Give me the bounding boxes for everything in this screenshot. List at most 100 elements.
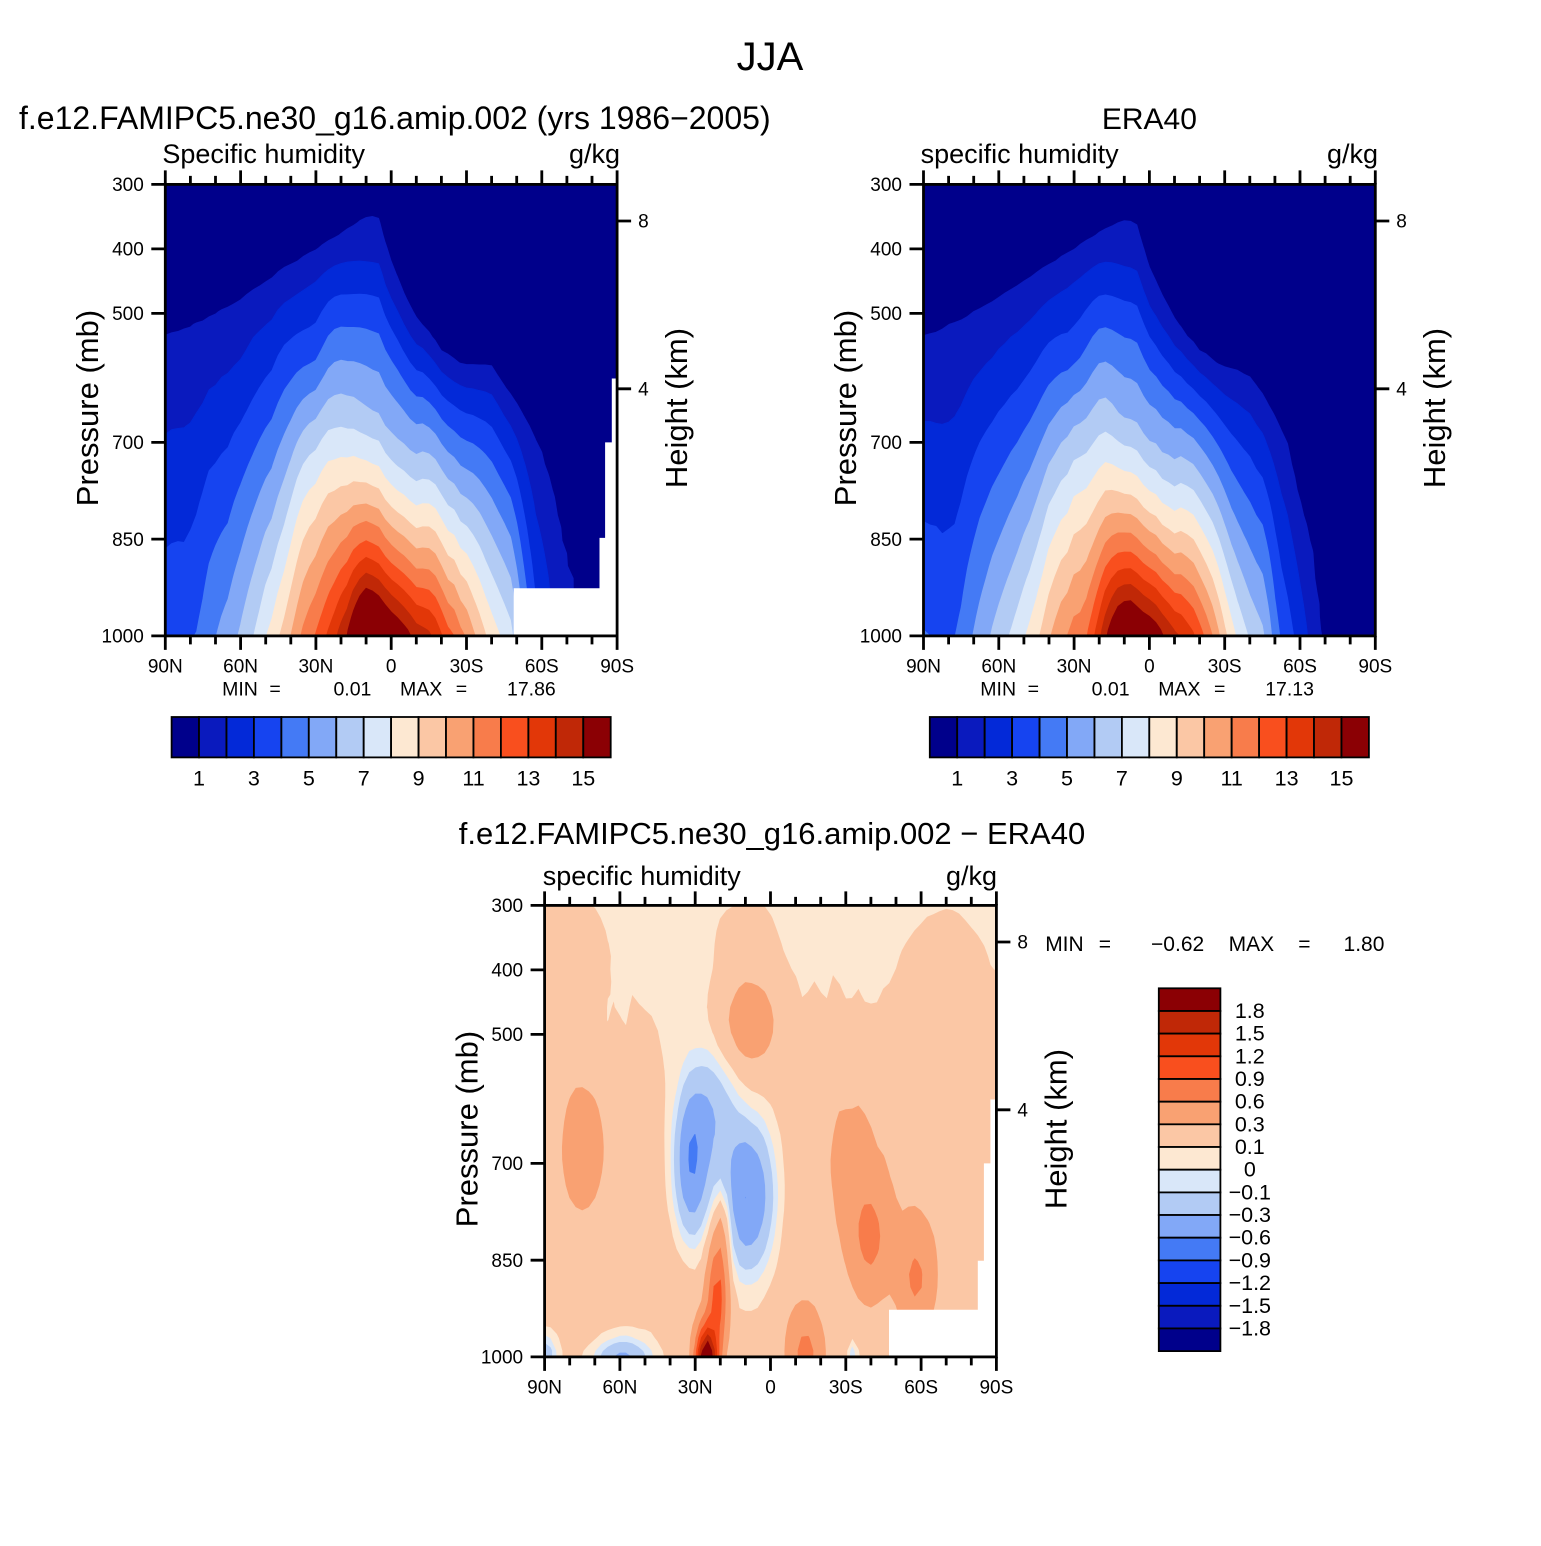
svg-text:500: 500 — [112, 304, 144, 325]
svg-text:3: 3 — [1006, 766, 1018, 790]
svg-text:90N: 90N — [527, 1378, 562, 1399]
svg-text:13: 13 — [516, 766, 540, 790]
svg-text:700: 700 — [112, 433, 144, 454]
svg-text:30S: 30S — [829, 1378, 863, 1399]
svg-text:4: 4 — [638, 379, 649, 400]
svg-text:60S: 60S — [525, 657, 559, 678]
svg-text:11: 11 — [1221, 766, 1243, 790]
svg-text:specific humidity: specific humidity — [921, 139, 1120, 169]
svg-text:Pressure (mb): Pressure (mb) — [70, 310, 105, 506]
svg-text:30S: 30S — [450, 657, 484, 678]
svg-text:=: = — [1298, 933, 1310, 956]
svg-text:400: 400 — [870, 240, 902, 261]
svg-text:90S: 90S — [600, 657, 634, 678]
svg-text:specific humidity: specific humidity — [543, 861, 742, 891]
svg-text:15: 15 — [1330, 766, 1354, 790]
svg-text:60S: 60S — [1283, 657, 1317, 678]
svg-text:4: 4 — [1396, 379, 1407, 400]
svg-text:500: 500 — [491, 1025, 523, 1046]
svg-text:JJA: JJA — [737, 35, 804, 79]
svg-text:−1.2: −1.2 — [1229, 1271, 1271, 1295]
svg-text:90S: 90S — [979, 1378, 1013, 1399]
svg-text:Pressure (mb): Pressure (mb) — [449, 1031, 484, 1227]
svg-text:1000: 1000 — [102, 627, 144, 648]
svg-text:Specific humidity: Specific humidity — [162, 139, 365, 169]
svg-text:MAX: MAX — [400, 679, 442, 701]
svg-text:f.e12.FAMIPC5.ne30_g16.amip.00: f.e12.FAMIPC5.ne30_g16.amip.002 − ERA40 — [459, 816, 1085, 851]
svg-text:7: 7 — [1116, 766, 1128, 790]
svg-text:60N: 60N — [602, 1378, 637, 1399]
svg-text:850: 850 — [112, 530, 144, 551]
svg-text:=: = — [1028, 679, 1039, 701]
svg-text:500: 500 — [870, 304, 902, 325]
svg-text:MAX: MAX — [1229, 933, 1275, 956]
svg-text:g/kg: g/kg — [1327, 139, 1378, 169]
svg-text:30N: 30N — [678, 1378, 713, 1399]
svg-text:850: 850 — [870, 530, 902, 551]
svg-text:5: 5 — [1061, 766, 1073, 790]
svg-text:0.01: 0.01 — [333, 679, 371, 701]
svg-text:Height (km): Height (km) — [1417, 328, 1452, 488]
svg-text:30S: 30S — [1208, 657, 1242, 678]
svg-text:−0.62: −0.62 — [1151, 933, 1204, 956]
svg-text:MIN: MIN — [1045, 933, 1084, 956]
svg-text:−0.9: −0.9 — [1229, 1248, 1271, 1272]
svg-text:400: 400 — [112, 240, 144, 261]
svg-text:g/kg: g/kg — [946, 861, 997, 891]
svg-text:60S: 60S — [904, 1378, 938, 1399]
svg-text:8: 8 — [1017, 933, 1028, 954]
svg-text:0.9: 0.9 — [1235, 1067, 1265, 1091]
svg-text:1.80: 1.80 — [1344, 933, 1385, 956]
svg-text:ERA40: ERA40 — [1102, 103, 1197, 136]
svg-text:30N: 30N — [1057, 657, 1092, 678]
svg-text:=: = — [1099, 933, 1111, 956]
svg-text:0: 0 — [765, 1378, 776, 1399]
svg-text:3: 3 — [248, 766, 260, 790]
svg-text:−1.5: −1.5 — [1229, 1294, 1271, 1318]
svg-text:700: 700 — [491, 1154, 523, 1175]
svg-text:=: = — [456, 679, 467, 701]
svg-text:8: 8 — [638, 212, 649, 233]
svg-text:0.01: 0.01 — [1092, 679, 1130, 701]
svg-text:300: 300 — [491, 896, 523, 917]
svg-text:Height (km): Height (km) — [659, 328, 694, 488]
svg-text:−1.8: −1.8 — [1229, 1316, 1271, 1340]
svg-text:5: 5 — [303, 766, 315, 790]
svg-text:15: 15 — [571, 766, 595, 790]
svg-text:60N: 60N — [981, 657, 1016, 678]
svg-text:1000: 1000 — [860, 627, 902, 648]
svg-text:0.1: 0.1 — [1235, 1135, 1265, 1159]
svg-text:90S: 90S — [1358, 657, 1392, 678]
svg-text:−0.1: −0.1 — [1229, 1180, 1271, 1204]
svg-text:300: 300 — [112, 175, 144, 196]
svg-text:g/kg: g/kg — [569, 139, 620, 169]
svg-text:Height (km): Height (km) — [1038, 1049, 1073, 1209]
svg-text:1.8: 1.8 — [1235, 999, 1265, 1023]
svg-text:MIN: MIN — [222, 679, 258, 701]
svg-text:11: 11 — [462, 766, 484, 790]
svg-text:MAX: MAX — [1158, 679, 1200, 701]
svg-text:0: 0 — [386, 657, 397, 678]
svg-text:−0.6: −0.6 — [1229, 1226, 1271, 1250]
svg-text:0: 0 — [1244, 1158, 1256, 1182]
svg-text:9: 9 — [413, 766, 425, 790]
svg-text:1: 1 — [193, 766, 205, 790]
svg-text:17.86: 17.86 — [507, 679, 556, 701]
svg-text:1.5: 1.5 — [1235, 1022, 1265, 1046]
svg-text:850: 850 — [491, 1251, 523, 1272]
svg-text:30N: 30N — [298, 657, 333, 678]
svg-text:60N: 60N — [223, 657, 258, 678]
svg-text:MIN: MIN — [980, 679, 1016, 701]
svg-text:7: 7 — [358, 766, 370, 790]
svg-text:−0.3: −0.3 — [1229, 1203, 1271, 1227]
svg-text:400: 400 — [491, 961, 523, 982]
svg-text:Pressure (mb): Pressure (mb) — [828, 310, 863, 506]
svg-text:13: 13 — [1275, 766, 1299, 790]
svg-text:1.2: 1.2 — [1235, 1044, 1265, 1068]
svg-text:1: 1 — [951, 766, 963, 790]
svg-text:1000: 1000 — [481, 1348, 523, 1369]
svg-text:f.e12.FAMIPC5.ne30_g16.amip.00: f.e12.FAMIPC5.ne30_g16.amip.002 (yrs 198… — [19, 100, 771, 136]
svg-text:=: = — [1214, 679, 1225, 701]
svg-text:17.13: 17.13 — [1265, 679, 1314, 701]
svg-text:0.6: 0.6 — [1235, 1090, 1265, 1114]
